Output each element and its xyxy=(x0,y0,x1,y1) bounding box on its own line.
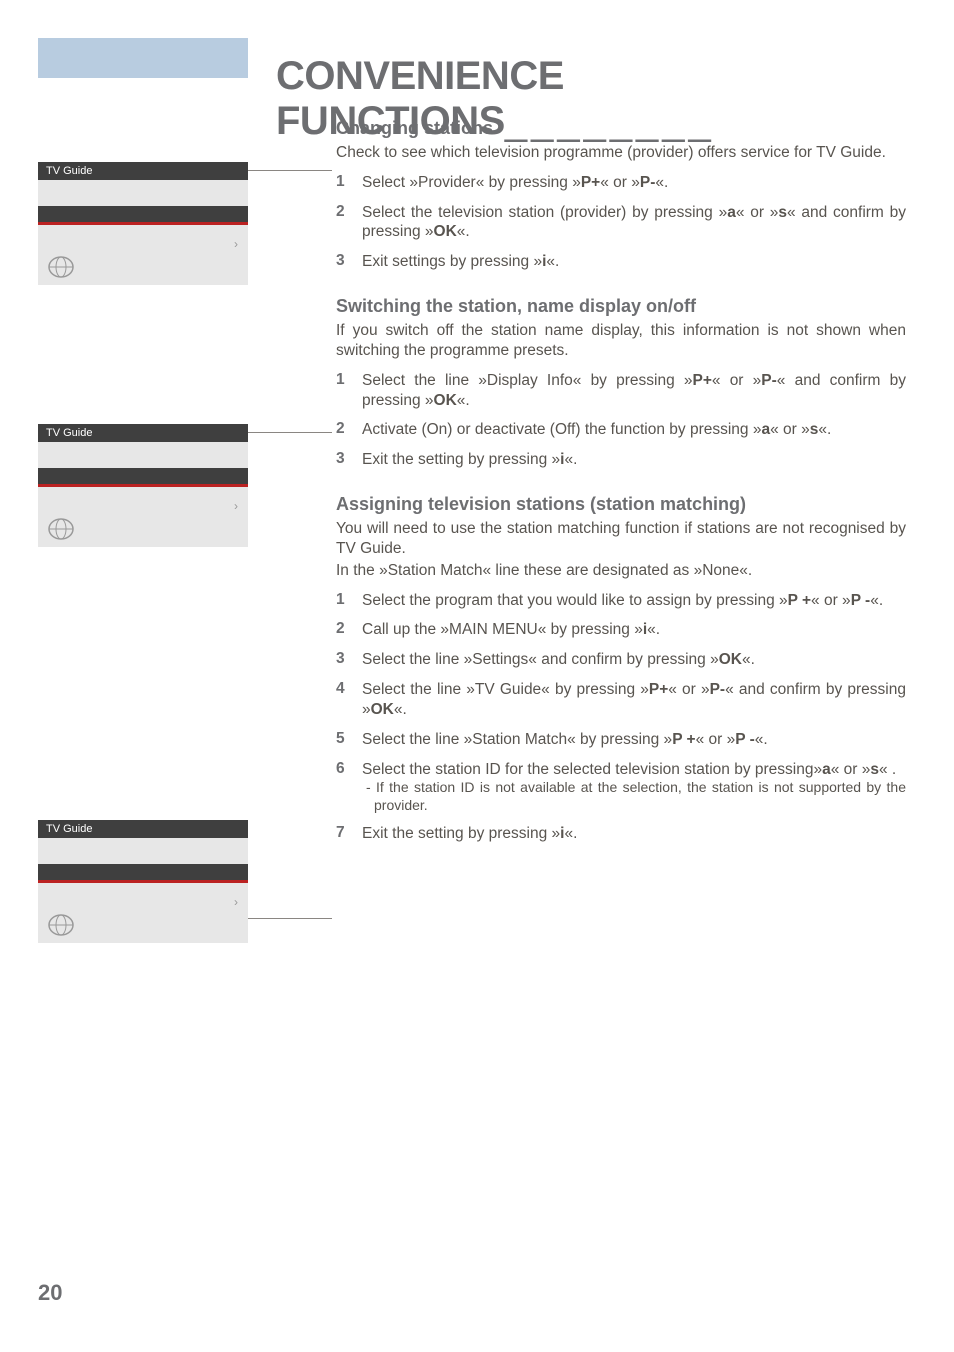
globe-icon xyxy=(44,253,78,281)
sidebar-tvguide-3: TV Guide › xyxy=(38,820,248,943)
sidebar-label: TV Guide xyxy=(38,162,248,180)
section2-intro: If you switch off the station name displ… xyxy=(336,321,906,361)
leader-line xyxy=(248,432,332,433)
section2-step-3: 3 Exit the setting by pressing »i«. xyxy=(336,450,906,470)
section3-step-4: 4 Select the line »TV Guide« by pressing… xyxy=(336,680,906,720)
section2-heading: Switching the station, name display on/o… xyxy=(336,296,906,317)
step-text: Activate (On) or deactivate (Off) the fu… xyxy=(362,420,906,440)
step-text: Select the line »Station Match« by press… xyxy=(362,730,906,750)
step-text: Exit the setting by pressing »i«. xyxy=(362,450,906,470)
step-number: 5 xyxy=(336,730,362,750)
sidebar-label: TV Guide xyxy=(38,820,248,838)
section3-intro2: In the »Station Match« line these are de… xyxy=(336,561,906,581)
chevron-right-icon: › xyxy=(234,895,238,909)
header-accent-block xyxy=(38,38,248,78)
step-number: 1 xyxy=(336,371,362,411)
step-number: 3 xyxy=(336,650,362,670)
section1-step-2: 2 Select the television station (provide… xyxy=(336,203,906,243)
page-number: 20 xyxy=(38,1280,62,1306)
step-number: 3 xyxy=(336,252,362,272)
section1-heading: Changing stations xyxy=(336,118,906,139)
section3-step-3: 3 Select the line »Settings« and confirm… xyxy=(336,650,906,670)
section1-step-3: 3 Exit settings by pressing »i«. xyxy=(336,252,906,272)
section3-step-5: 5 Select the line »Station Match« by pre… xyxy=(336,730,906,750)
step-text: Select the program that you would like t… xyxy=(362,591,906,611)
step-number: 3 xyxy=(336,450,362,470)
sidebar-label: TV Guide xyxy=(38,424,248,442)
section3-heading: Assigning television stations (station m… xyxy=(336,494,906,515)
step6-subnote: - If the station ID is not available at … xyxy=(362,779,906,814)
section3-step-7: 7 Exit the setting by pressing »i«. xyxy=(336,824,906,844)
leader-line xyxy=(248,170,332,171)
step-text: Call up the »MAIN MENU« by pressing »i«. xyxy=(362,620,906,640)
step-text: Exit settings by pressing »i«. xyxy=(362,252,906,272)
step-number: 2 xyxy=(336,620,362,640)
chevron-right-icon: › xyxy=(234,237,238,251)
section2-step-1: 1 Select the line »Display Info« by pres… xyxy=(336,371,906,411)
step-text: Select the line »Display Info« by pressi… xyxy=(362,371,906,411)
step-text: Exit the setting by pressing »i«. xyxy=(362,824,906,844)
globe-icon xyxy=(44,911,78,939)
step-number: 6 xyxy=(336,760,362,815)
step-number: 4 xyxy=(336,680,362,720)
section3-intro1: You will need to use the station matchin… xyxy=(336,519,906,559)
step-text: Select the television station (provider)… xyxy=(362,203,906,243)
step-number: 1 xyxy=(336,173,362,193)
content-column: Changing stations Check to see which tel… xyxy=(336,118,906,854)
chevron-right-icon: › xyxy=(234,499,238,513)
section2-step-2: 2 Activate (On) or deactivate (Off) the … xyxy=(336,420,906,440)
sidebar-tvguide-1: TV Guide › xyxy=(38,162,248,285)
section3-step-1: 1 Select the program that you would like… xyxy=(336,591,906,611)
section3-step-6: 6 Select the station ID for the selected… xyxy=(336,760,906,815)
globe-icon xyxy=(44,515,78,543)
leader-line xyxy=(248,918,332,919)
step-number: 2 xyxy=(336,203,362,243)
section3-step-2: 2 Call up the »MAIN MENU« by pressing »i… xyxy=(336,620,906,640)
step-text: Select »Provider« by pressing »P+« or »P… xyxy=(362,173,906,193)
step-number: 7 xyxy=(336,824,362,844)
step-text: Select the line »Settings« and confirm b… xyxy=(362,650,906,670)
step-number: 2 xyxy=(336,420,362,440)
section1-intro: Check to see which television programme … xyxy=(336,143,906,163)
step-text: Select the station ID for the selected t… xyxy=(362,760,906,815)
step-number: 1 xyxy=(336,591,362,611)
sidebar-tvguide-2: TV Guide › xyxy=(38,424,248,547)
step-text: Select the line »TV Guide« by pressing »… xyxy=(362,680,906,720)
section1-step-1: 1 Select »Provider« by pressing »P+« or … xyxy=(336,173,906,193)
